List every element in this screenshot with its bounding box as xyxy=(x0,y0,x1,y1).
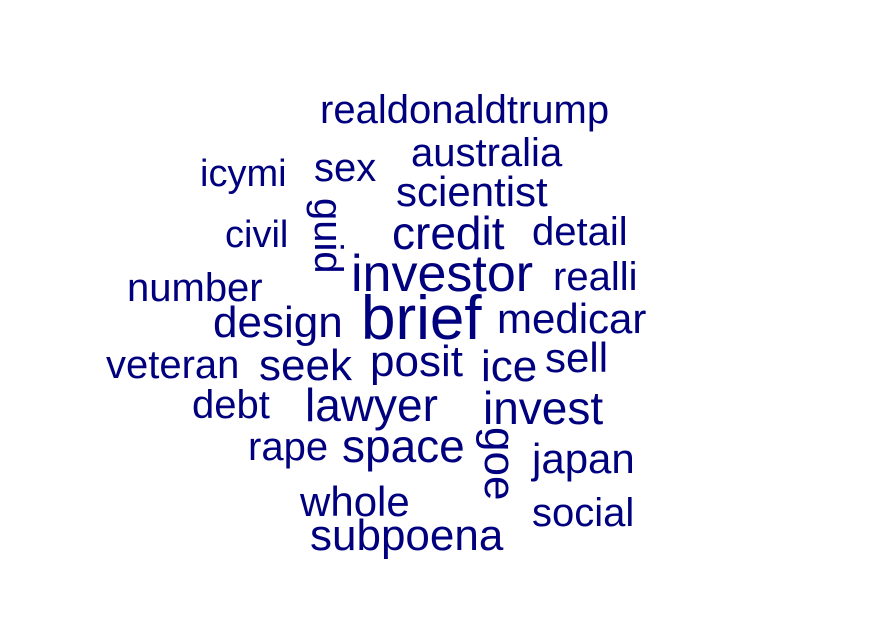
word-australia: australia xyxy=(411,131,563,175)
word-design: design xyxy=(213,298,343,347)
word-number: number xyxy=(127,266,263,310)
word-brief: brief xyxy=(361,284,482,353)
word-rape: rape xyxy=(248,425,329,469)
word-sex: sex xyxy=(314,146,377,190)
word-sell: sell xyxy=(545,334,609,381)
word-ice: ice xyxy=(481,342,538,391)
word-icymi: icymi xyxy=(200,153,287,195)
word-space: space xyxy=(342,420,465,472)
word-lawyer: lawyer xyxy=(305,379,438,431)
word-civil: civil xyxy=(225,214,289,256)
word-veteran: veteran xyxy=(106,343,240,387)
word-realli: realli xyxy=(553,255,638,299)
word-medicar: medicar xyxy=(497,295,647,342)
word-investor: investor xyxy=(351,245,534,303)
word-seek: seek xyxy=(259,341,352,390)
word-whole: whole xyxy=(300,478,410,525)
word-posit: posit xyxy=(370,337,463,386)
word-credit: credit xyxy=(392,207,505,259)
word-invest: invest xyxy=(483,382,604,434)
word-detail: detail xyxy=(532,210,628,254)
word-scientist: scientist xyxy=(396,168,548,215)
word-realdonaldtrump: realdonaldtrump xyxy=(320,88,610,132)
word-subpoena: subpoena xyxy=(310,511,504,560)
word-debt: debt xyxy=(192,383,270,427)
word-goe: goe xyxy=(475,427,524,501)
word-guid: guid xyxy=(306,198,350,274)
word-social: social xyxy=(532,491,635,535)
word-japan: japan xyxy=(532,435,635,482)
